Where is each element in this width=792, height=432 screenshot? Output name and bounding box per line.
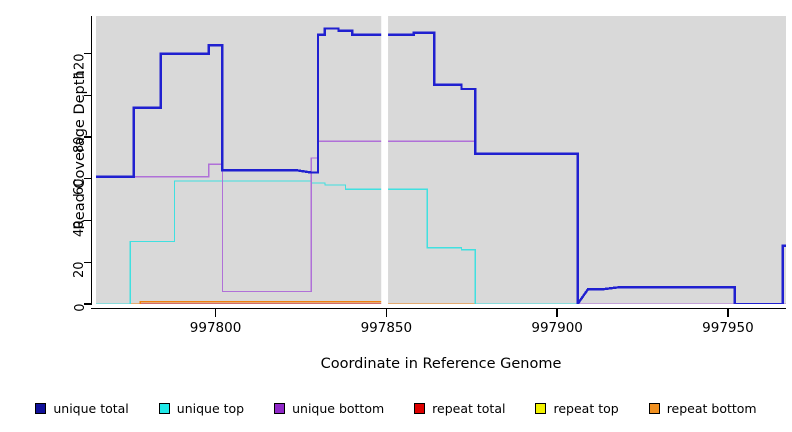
- legend-label: repeat bottom: [666, 400, 757, 416]
- x-tick-997950: [727, 309, 729, 317]
- series-repeat-bottom: [96, 301, 786, 304]
- x-axis-line: [91, 308, 786, 310]
- legend-swatch-icon: [535, 402, 547, 414]
- legend-swatch-icon: [274, 402, 286, 414]
- x-axis-title: Coordinate in Reference Genome: [320, 356, 562, 372]
- y-tick-100: [84, 94, 92, 96]
- y-tick-120: [84, 52, 92, 55]
- legend-label: repeat total: [432, 400, 506, 416]
- legend-label: unique total: [53, 400, 129, 416]
- y-tick-label: 40: [72, 220, 88, 237]
- x-tick-label: 997850: [360, 320, 413, 336]
- y-tick-label: 60: [72, 178, 88, 195]
- series-unique-total: [96, 27, 786, 304]
- legend-item-unique-top[interactable]: unique top: [158, 400, 245, 416]
- y-tick-label: 120: [72, 53, 88, 78]
- chart-legend: unique total unique top unique bottom repea…: [0, 396, 792, 420]
- missing-data-gap: [381, 16, 389, 304]
- legend-swatch-icon: [648, 402, 660, 414]
- legend-label: unique bottom: [292, 400, 385, 416]
- series-unique-top: [96, 180, 786, 304]
- y-tick-40: [84, 219, 92, 222]
- y-tick-0: [84, 303, 92, 305]
- plot-panel: [96, 16, 786, 304]
- legend-swatch-icon: [414, 402, 426, 414]
- y-tick-label: 20: [72, 261, 88, 279]
- legend-swatch-icon: [35, 402, 47, 414]
- legend-item-repeat-bottom[interactable]: repeat bottom: [648, 400, 757, 416]
- series-unique-bottom: [96, 140, 786, 304]
- x-tick-label: 997800: [189, 320, 242, 336]
- y-tick-20: [84, 261, 92, 263]
- legend-swatch-icon: [158, 402, 170, 414]
- x-tick-label: 997950: [702, 320, 754, 336]
- y-tick-80: [84, 136, 92, 138]
- x-tick-label: 997900: [531, 320, 583, 336]
- x-tick-997900: [556, 309, 558, 317]
- legend-item-repeat-total[interactable]: repeat total: [414, 401, 505, 416]
- y-tick-60: [84, 178, 92, 180]
- x-tick-997850: [385, 309, 388, 317]
- legend-item-unique-total[interactable]: unique total: [35, 400, 129, 416]
- legend-item-unique-bottom[interactable]: unique bottom: [274, 401, 384, 416]
- legend-label: unique top: [176, 400, 245, 416]
- y-axis-line: [91, 16, 93, 304]
- legend-label: repeat top: [553, 400, 619, 416]
- legend-item-repeat-top[interactable]: repeat top: [535, 400, 619, 416]
- x-tick-997800: [214, 309, 217, 317]
- plot-svg: [96, 16, 786, 304]
- y-tick-label: 0: [72, 303, 88, 312]
- y-tick-label: 80: [72, 136, 88, 154]
